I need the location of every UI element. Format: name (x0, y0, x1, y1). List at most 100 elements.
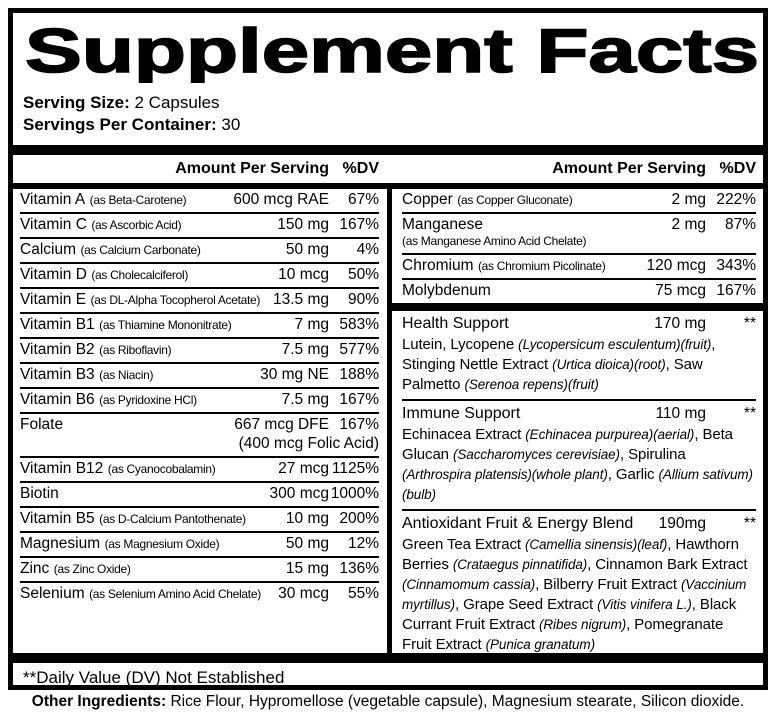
nutrient-row: Folate 667 mcg DFE 167% (400 mcg Folic A… (20, 414, 379, 458)
nutrient-row: Molybdenum 75 mcg 167% (402, 280, 756, 303)
nutrient-name-cell: Folate (20, 416, 231, 434)
nutrient-row-line: Vitamin C (as Ascorbic Acid) 150 mg 167% (20, 216, 379, 234)
nutrient-name-cell: Vitamin B1 (as Thiamine Mononitrate) (20, 316, 292, 334)
nutrient-row: Selenium (as Selenium Amino Acid Chelate… (20, 583, 379, 606)
nutrient-amount: 2 mg (671, 216, 706, 233)
nutrient-dv: 50% (347, 266, 379, 283)
nutrient-row-line: Vitamin E (as DL-Alpha Tocopherol Acetat… (20, 291, 379, 309)
nutrient-form: (as Chromium Picolinate) (477, 259, 606, 273)
nutrient-name: Vitamin B3 (20, 366, 95, 383)
svg-text:Supplement Facts: Supplement Facts (25, 19, 759, 83)
serving-size-line: Serving Size: 2 Capsules (23, 92, 753, 114)
blend-sections: Health Support 170 mg ** Lutein, Lycopen… (402, 311, 756, 653)
nutrient-name: Vitamin B1 (20, 316, 95, 333)
nutrient-row-line: Folate 667 mcg DFE 167% (20, 416, 379, 434)
nutrient-name: Folate (20, 416, 64, 433)
nutrient-name-cell: Manganese (as Manganese Amino Acid Chela… (402, 216, 669, 250)
ingredient-text: , Black Currant Fruit Extract (402, 596, 737, 633)
blend-section: Health Support 170 mg ** Lutein, Lycopen… (402, 311, 756, 399)
nutrient-name: Vitamin B6 (20, 391, 95, 408)
servings-per-container-label: Servings Per Container: (23, 115, 217, 134)
top-divider-bar (13, 145, 763, 155)
scientific-name: (Allium sativum)(bulb) (402, 467, 753, 502)
ingredient-text: , Pomegranate Fruit Extract (402, 616, 724, 653)
nutrient-dv: 343% (716, 257, 756, 274)
ingredient-text: , Stinging Nettle Extract (402, 336, 716, 373)
nutrient-amount: 10 mg (285, 510, 329, 527)
column-header-row: Amount Per Serving %DV Amount Per Servin… (13, 155, 763, 183)
nutrient-row-line: Vitamin B1 (as Thiamine Mononitrate) 7 m… (20, 316, 379, 334)
nutrient-row-line: Vitamin B5 (as D-Calcium Pantothenate) 1… (20, 510, 379, 528)
nutrient-name: Vitamin E (20, 291, 87, 308)
blend-name: Health Support (402, 315, 509, 332)
blend-ingredients: Green Tea Extract (Camellia sinensis)(le… (402, 534, 756, 653)
nutrient-dv: 1000% (330, 485, 379, 502)
nutrient-row: Vitamin B6 (as Pyridoxine HCl) 7.5 mg 16… (20, 389, 379, 414)
nutrient-row: Magnesium (as Magnesium Oxide) 50 mg 12% (20, 533, 379, 558)
nutrient-name: Zinc (20, 560, 50, 577)
blend-header: Antioxidant Fruit & Energy Blend 190mg *… (402, 511, 756, 534)
nutrient-row: Vitamin C (as Ascorbic Acid) 150 mg 167% (20, 214, 379, 239)
serving-size-value: 2 Capsules (134, 93, 220, 112)
nutrient-row-line: Manganese (as Manganese Amino Acid Chela… (402, 216, 756, 250)
nutrient-dv: 167% (339, 216, 379, 233)
nutrient-amount: 7 mg (294, 316, 329, 333)
nutrient-row: Chromium (as Chromium Picolinate) 120 mc… (402, 255, 756, 280)
nutrient-row: Zinc (as Zinc Oxide) 15 mg 136% (20, 558, 379, 583)
right-nutrient-column: Copper (as Copper Gluconate) 2 mg 222% M… (392, 189, 763, 653)
nutrient-name: Biotin (20, 485, 59, 502)
nutrient-name: Calcium (20, 241, 76, 258)
other-ingredients-text: Rice Flour, Hypromellose (vegetable caps… (170, 693, 745, 710)
blend-dv: ** (743, 405, 756, 422)
nutrient-dv: 87% (724, 216, 756, 233)
nutrient-name: Chromium (402, 257, 474, 274)
header-spacer (20, 160, 175, 178)
ingredient-text: Lutein, Lycopene (402, 336, 519, 353)
blend-dv: ** (743, 315, 756, 332)
nutrient-form: (as Cholecalciferol) (91, 268, 189, 282)
scientific-name: (Cinnamomum cassia) (402, 577, 536, 592)
supplement-facts-panel: Supplement Facts Serving Size: 2 Capsule… (8, 8, 768, 690)
ingredient-text: , Garlic (607, 466, 659, 483)
nutrient-row: Vitamin B2 (as Riboflavin) 7.5 mg 577% (20, 339, 379, 364)
nutrient-form: (as Cyanocobalamin) (107, 462, 216, 476)
nutrient-name: Selenium (20, 585, 85, 602)
ingredient-text: , Bilberry Fruit Extract (535, 576, 682, 593)
nutrient-columns: Vitamin A (as Beta-Carotene) 600 mcg RAE… (13, 189, 763, 653)
nutrient-amount: 300 mcg (269, 485, 329, 502)
nutrient-row-line: Vitamin B2 (as Riboflavin) 7.5 mg 577% (20, 341, 379, 359)
header-underline-bar (13, 183, 763, 189)
nutrient-row-line: Selenium (as Selenium Amino Acid Chelate… (20, 585, 379, 603)
nutrient-name: Manganese (402, 216, 484, 233)
serving-info: Serving Size: 2 Capsules Servings Per Co… (13, 88, 763, 136)
nutrient-row: Vitamin B3 (as Niacin) 30 mg NE 188% (20, 364, 379, 389)
nutrient-name-cell: Vitamin C (as Ascorbic Acid) (20, 216, 274, 234)
blend-dv: ** (743, 515, 756, 532)
nutrient-amount: 667 mcg DFE (234, 416, 329, 433)
amount-per-serving-header-right: Amount Per Serving (552, 160, 706, 177)
nutrient-dv: 55% (347, 585, 379, 602)
nutrient-row: Vitamin D (as Cholecalciferol) 10 mcg 50… (20, 264, 379, 289)
nutrient-row-line: Vitamin B12 (as Cyanocobalamin) 27 mcg 1… (20, 460, 379, 478)
vertical-divider (387, 189, 392, 653)
nutrient-row: Manganese (as Manganese Amino Acid Chela… (402, 214, 756, 255)
blend-header: Immune Support 110 mg ** (402, 401, 756, 424)
nutrient-row-line: Vitamin B6 (as Pyridoxine HCl) 7.5 mg 16… (20, 391, 379, 409)
nutrient-name-cell: Biotin (20, 485, 267, 503)
nutrient-form: (as D-Calcium Pantothenate) (99, 512, 246, 526)
nutrient-name-cell: Chromium (as Chromium Picolinate) (402, 257, 644, 275)
other-ingredients-line: Other Ingredients: Rice Flour, Hypromell… (0, 693, 776, 711)
nutrient-dv: 577% (339, 341, 379, 358)
ingredient-text: , Saw Palmetto (402, 356, 703, 393)
nutrient-form: (as Thiamine Mononitrate) (99, 318, 232, 332)
scientific-name: (Vitis vinifera L.) (597, 597, 692, 612)
nutrient-name-cell: Vitamin B6 (as Pyridoxine HCl) (20, 391, 279, 409)
right-column-divider-bar (392, 303, 763, 311)
nutrient-row: Vitamin B12 (as Cyanocobalamin) 27 mcg 1… (20, 458, 379, 483)
nutrient-amount: 150 mg (277, 216, 329, 233)
blend-section: Immune Support 110 mg ** Echinacea Extra… (402, 399, 756, 509)
nutrient-dv: 222% (716, 191, 756, 208)
blend-name: Immune Support (402, 405, 521, 422)
nutrient-amount: 7.5 mg (281, 391, 329, 408)
nutrient-form: (as Riboflavin) (99, 343, 172, 357)
